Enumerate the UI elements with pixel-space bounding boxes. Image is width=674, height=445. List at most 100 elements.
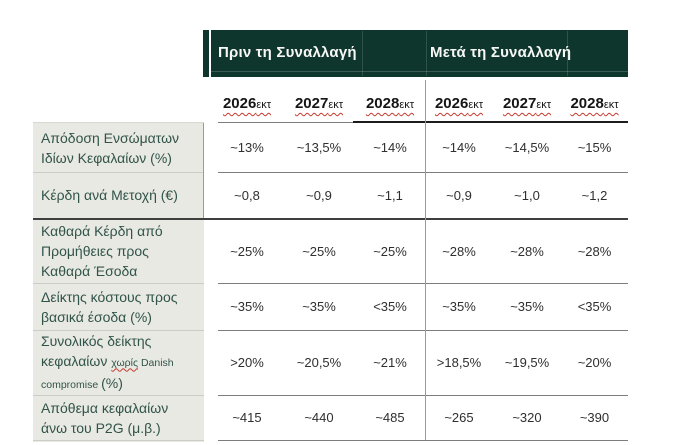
value-cell: ~1,1	[377, 187, 403, 203]
row-label-text: Καθαρά Κέρδη από Προμήθειες προς Καθαρά …	[41, 223, 163, 279]
row-label-column-background	[33, 122, 204, 442]
label-row-separator	[33, 330, 204, 331]
value-cell: ~20,5%	[296, 355, 342, 370]
value-row-2: ~0,8 ~0,9 ~1,1 ~0,9 ~1,0 ~1,2	[211, 172, 628, 218]
year-header-row: 2026εκτ 2027εκτ 2028εκτ 2026εκτ 2027εκτ …	[211, 84, 628, 118]
header-before-transaction-label: Πριν τη Συναλλαγή	[218, 43, 357, 61]
value-cell: <35%	[577, 299, 612, 314]
value-cell: ~25%	[373, 243, 407, 259]
table-bottom-line	[218, 440, 628, 441]
year-suffix: εκτ	[536, 99, 552, 111]
value-cell: ~0,8	[234, 187, 260, 203]
value-cell: ~21%	[373, 355, 407, 370]
year-suffix: εκτ	[399, 99, 415, 111]
label-row-separator	[33, 172, 204, 173]
year-header-after-2026: 2026εκτ	[425, 84, 493, 118]
value-cell: ~28%	[442, 243, 476, 259]
value-cell: ~0,9	[446, 187, 472, 203]
value-cell: ~28%	[510, 243, 544, 259]
value-cell: ~485	[375, 410, 405, 425]
value-cell: ~25%	[230, 243, 264, 259]
year-suffix: εκτ	[328, 99, 344, 111]
row-separator-line	[218, 172, 628, 173]
value-cell: ~13%	[230, 140, 264, 155]
value-cell: ~265	[444, 410, 474, 425]
value-cell: ~390	[579, 410, 610, 425]
label-part-main: Συνολικός δείκτης κεφαλαίων	[41, 332, 152, 369]
value-cell: <35%	[373, 299, 407, 314]
year-suffix: εκτ	[468, 99, 484, 111]
row-label-text: Κέρδη ανά Μετοχή (€)	[41, 187, 178, 203]
label-row-separator	[33, 283, 204, 284]
value-cell: ~35%	[510, 299, 544, 314]
value-cell: ~1,2	[581, 187, 608, 203]
value-cell: ~415	[232, 410, 262, 425]
value-cell: ~14%	[373, 140, 407, 155]
row-separator-line-dark	[353, 121, 628, 123]
row-label-return-on-tangible-equity: Απόδοση Ενσώματων Ιδίων Κεφαλαίων (%)	[33, 123, 204, 172]
before-after-group-divider	[425, 80, 426, 440]
header-cell-divider	[362, 31, 363, 76]
row-label-capital-buffer-above-p2g: Απόθεμα κεφαλαίων άνω του P2G (μ.β.)	[33, 395, 204, 440]
row-label-earnings-per-share: Κέρδη ανά Μετοχή (€)	[33, 172, 204, 218]
value-cell: ~14%	[442, 140, 476, 155]
row-separator-line	[218, 395, 628, 396]
row-label-total-capital-ratio: Συνολικός δείκτης κεφαλαίων χωρίς Danish…	[33, 330, 204, 395]
year-suffix: εκτ	[603, 99, 619, 111]
value-cell: ~35%	[230, 299, 264, 314]
year-header-after-2027: 2027εκτ	[493, 84, 561, 118]
value-cell: ~440	[304, 410, 334, 425]
header-cell-divider	[567, 31, 568, 76]
value-row-4: ~35% ~35% <35% ~35% ~35% <35%	[211, 283, 628, 330]
row-label-net-fee-income-ratio: Καθαρά Κέρδη από Προμήθειες προς Καθαρά …	[33, 219, 204, 283]
year-number: 2026	[434, 95, 469, 112]
value-cell: >20%	[230, 355, 264, 370]
value-cell: ~320	[512, 410, 542, 425]
year-number: 2026	[222, 95, 257, 112]
year-header-before-2026: 2026εκτ	[211, 84, 283, 118]
label-part-misspelled-word: χωρίς	[111, 356, 139, 369]
label-part-small: Danish compromise	[41, 356, 174, 391]
value-cell: ~35%	[302, 299, 336, 314]
row-separator-line	[218, 283, 628, 284]
year-header-before-2027: 2027εκτ	[283, 84, 355, 118]
year-number: 2027	[294, 95, 329, 112]
value-row-1: ~13% ~13,5% ~14% ~14% ~14,5% ~15%	[211, 123, 628, 172]
header-cell-divider	[426, 31, 427, 76]
year-number: 2027	[502, 95, 537, 112]
value-row-6: ~415 ~440 ~485 ~265 ~320 ~390	[211, 395, 628, 440]
header-after-transaction-label: Μετά τη Συναλλαγή	[430, 43, 572, 61]
value-cell: ~28%	[577, 243, 612, 259]
label-column-right-border	[203, 123, 204, 218]
row-label-text: Συνολικός δείκτης κεφαλαίων χωρίς Danish…	[41, 331, 196, 395]
label-row-separator	[33, 395, 204, 396]
row-label-cost-to-core-income: Δείκτης κόστους προς βασικά έσοδα (%)	[33, 283, 204, 330]
label-row-separator	[33, 440, 204, 441]
value-cell: ~13,5%	[296, 140, 342, 155]
label-part-tail: (%)	[101, 374, 123, 391]
value-cell: ~19,5%	[504, 355, 550, 370]
value-cell: >18,5%	[436, 355, 482, 370]
year-number: 2028	[570, 95, 604, 112]
year-header-before-2028: 2028εκτ	[355, 84, 425, 118]
value-cell: ~35%	[442, 299, 476, 314]
value-cell: ~0,9	[306, 187, 332, 203]
row-separator-line	[218, 330, 628, 331]
row-label-text: Δείκτης κόστους προς βασικά έσοδα (%)	[41, 288, 178, 325]
table-header-band	[211, 30, 628, 77]
row-label-text: Απόδοση Ενσώματων Ιδίων Κεφαλαίων (%)	[41, 129, 180, 166]
value-cell: ~1,0	[514, 187, 540, 203]
value-cell: ~14,5%	[504, 140, 550, 155]
value-row-3: ~25% ~25% ~25% ~28% ~28% ~28%	[211, 219, 628, 283]
value-cell: ~15%	[577, 140, 612, 155]
value-cell: ~20%	[577, 355, 612, 370]
header-accent-strip	[203, 30, 209, 77]
year-suffix: εκτ	[256, 99, 272, 111]
row-label-text: Απόθεμα κεφαλαίων άνω του P2G (μ.β.)	[41, 399, 169, 436]
year-number: 2028	[365, 95, 400, 112]
value-row-5: >20% ~20,5% ~21% >18,5% ~19,5% ~20%	[211, 330, 628, 395]
header-cell-divider	[211, 71, 628, 72]
row-separator-line	[218, 122, 353, 123]
value-cell: ~25%	[302, 243, 336, 259]
